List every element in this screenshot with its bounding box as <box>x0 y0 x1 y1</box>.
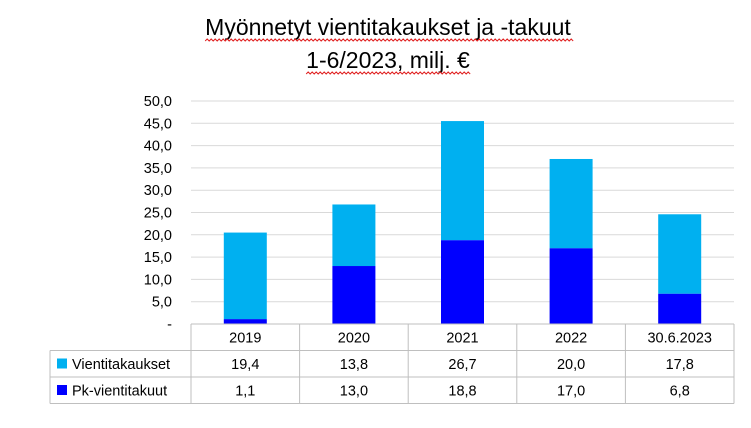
table-value: 26,7 <box>448 357 476 373</box>
table-value: 17,0 <box>557 384 585 400</box>
y-tick-label: 10,0 <box>144 272 172 288</box>
y-tick-label: 15,0 <box>144 250 172 266</box>
table-value: 17,8 <box>666 357 694 373</box>
table-value: 19,4 <box>231 357 259 373</box>
bar-segment <box>441 240 484 324</box>
legend-key <box>57 358 67 369</box>
table-value: 6,8 <box>670 384 690 400</box>
bar-segment <box>658 293 702 324</box>
bar-segment <box>658 214 702 294</box>
x-tick-label: 2020 <box>338 331 370 347</box>
legend-label: Vientitakaukset <box>72 357 170 373</box>
spellcheck-underline <box>305 71 471 75</box>
chart-title-line: Myönnetyt vientitakaukset ja -takuut <box>205 14 571 40</box>
bar-segment <box>441 121 484 241</box>
bar-segment <box>549 248 593 324</box>
table-value: 13,0 <box>340 384 368 400</box>
table-value: 20,0 <box>557 357 585 373</box>
x-tick-label: 2022 <box>555 331 587 347</box>
table-value: 1,1 <box>235 384 255 400</box>
data-table: 2019 2020 2021 2022 30.6.2023 Vientitakaukset… <box>49 323 735 404</box>
x-tick-label: 2021 <box>446 331 478 347</box>
legend-key <box>57 385 67 395</box>
y-tick-label: 30,0 <box>144 183 172 199</box>
legend-label: Pk-vientitakuut <box>72 384 167 400</box>
y-tick-label: 40,0 <box>144 139 172 155</box>
bars <box>223 121 702 324</box>
bar-segment <box>549 158 593 249</box>
spellcheck-underline <box>204 38 574 42</box>
table-value: 13,8 <box>340 357 368 373</box>
x-tick-label: 30.6.2023 <box>647 331 712 347</box>
table-value: 18,8 <box>448 384 476 400</box>
chart-title-line: 1-6/2023, milj. € <box>306 47 470 73</box>
y-tick-label: 25,0 <box>144 206 172 222</box>
bar-segment <box>223 319 267 324</box>
y-tick-label: 20,0 <box>144 228 172 244</box>
bar-segment <box>223 232 267 320</box>
y-tick-label: 35,0 <box>144 161 172 177</box>
y-tick-label: 50,0 <box>144 94 172 110</box>
bar-segment <box>332 266 376 324</box>
y-tick-label: - <box>167 317 172 333</box>
chart-title: Myönnetyt vientitakaukset ja -takuut 1-6/… <box>204 14 574 75</box>
y-axis-ticks: - 5,0 10,0 15,0 20,0 25,0 30,0 35,0 40,0 45,0 50,0 <box>144 94 172 333</box>
y-tick-label: 5,0 <box>152 295 172 311</box>
y-tick-label: 45,0 <box>144 116 172 132</box>
bar-segment <box>332 204 376 267</box>
x-tick-label: 2019 <box>229 331 261 347</box>
